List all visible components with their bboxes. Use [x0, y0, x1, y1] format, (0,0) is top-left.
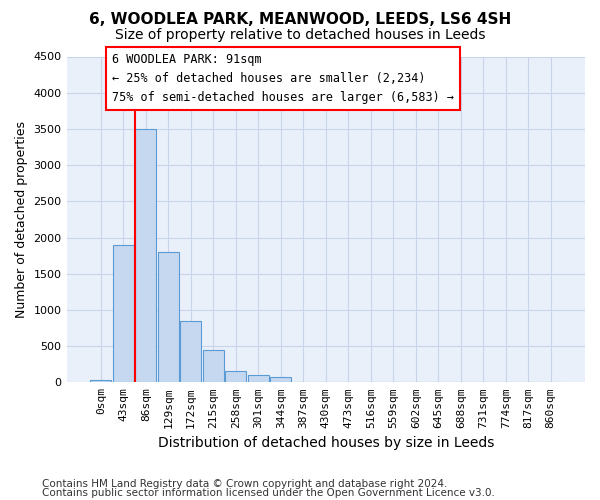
Bar: [203, 350, 224, 382]
Bar: [90, 380, 112, 382]
Text: Size of property relative to detached houses in Leeds: Size of property relative to detached ho…: [115, 28, 485, 42]
Text: 6, WOODLEA PARK, MEANWOOD, LEEDS, LS6 4SH: 6, WOODLEA PARK, MEANWOOD, LEEDS, LS6 4S…: [89, 12, 511, 28]
Bar: [113, 244, 134, 382]
Text: Contains HM Land Registry data © Crown copyright and database right 2024.: Contains HM Land Registry data © Crown c…: [42, 479, 448, 489]
Bar: [270, 377, 292, 382]
Bar: [248, 375, 269, 382]
Bar: [225, 370, 247, 382]
Text: Contains public sector information licensed under the Open Government Licence v3: Contains public sector information licen…: [42, 488, 495, 498]
Bar: [180, 321, 202, 382]
Y-axis label: Number of detached properties: Number of detached properties: [15, 121, 28, 318]
Text: 6 WOODLEA PARK: 91sqm
← 25% of detached houses are smaller (2,234)
75% of semi-d: 6 WOODLEA PARK: 91sqm ← 25% of detached …: [112, 52, 454, 104]
Bar: [158, 252, 179, 382]
Bar: [135, 129, 157, 382]
X-axis label: Distribution of detached houses by size in Leeds: Distribution of detached houses by size …: [158, 436, 494, 450]
